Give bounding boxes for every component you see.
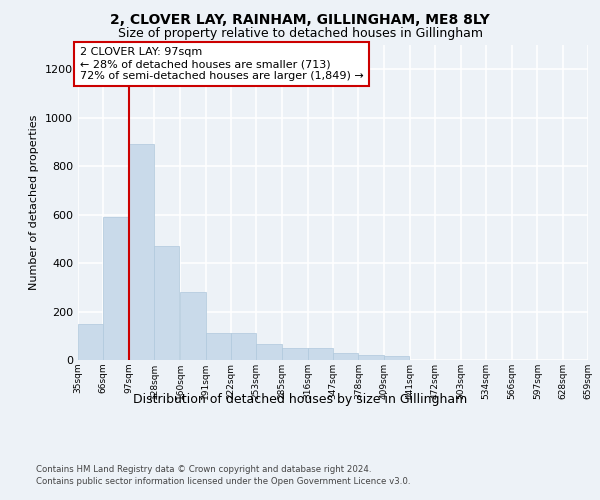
Text: Size of property relative to detached houses in Gillingham: Size of property relative to detached ho… [118,28,482,40]
Text: Contains public sector information licensed under the Open Government Licence v3: Contains public sector information licen… [36,478,410,486]
Bar [154,246,179,360]
Bar [103,217,128,360]
Bar [78,324,103,360]
Y-axis label: Number of detached properties: Number of detached properties [29,115,40,290]
Bar [333,353,358,360]
Bar [180,292,205,360]
Bar [358,354,383,360]
Bar [308,348,333,360]
Bar [256,344,281,360]
Text: Distribution of detached houses by size in Gillingham: Distribution of detached houses by size … [133,392,467,406]
Text: 2, CLOVER LAY, RAINHAM, GILLINGHAM, ME8 8LY: 2, CLOVER LAY, RAINHAM, GILLINGHAM, ME8 … [110,12,490,26]
Bar [231,334,256,360]
Text: 2 CLOVER LAY: 97sqm
← 28% of detached houses are smaller (713)
72% of semi-detac: 2 CLOVER LAY: 97sqm ← 28% of detached ho… [80,48,364,80]
Bar [128,144,154,360]
Text: Contains HM Land Registry data © Crown copyright and database right 2024.: Contains HM Land Registry data © Crown c… [36,465,371,474]
Bar [383,356,409,360]
Bar [205,334,231,360]
Bar [283,348,308,360]
